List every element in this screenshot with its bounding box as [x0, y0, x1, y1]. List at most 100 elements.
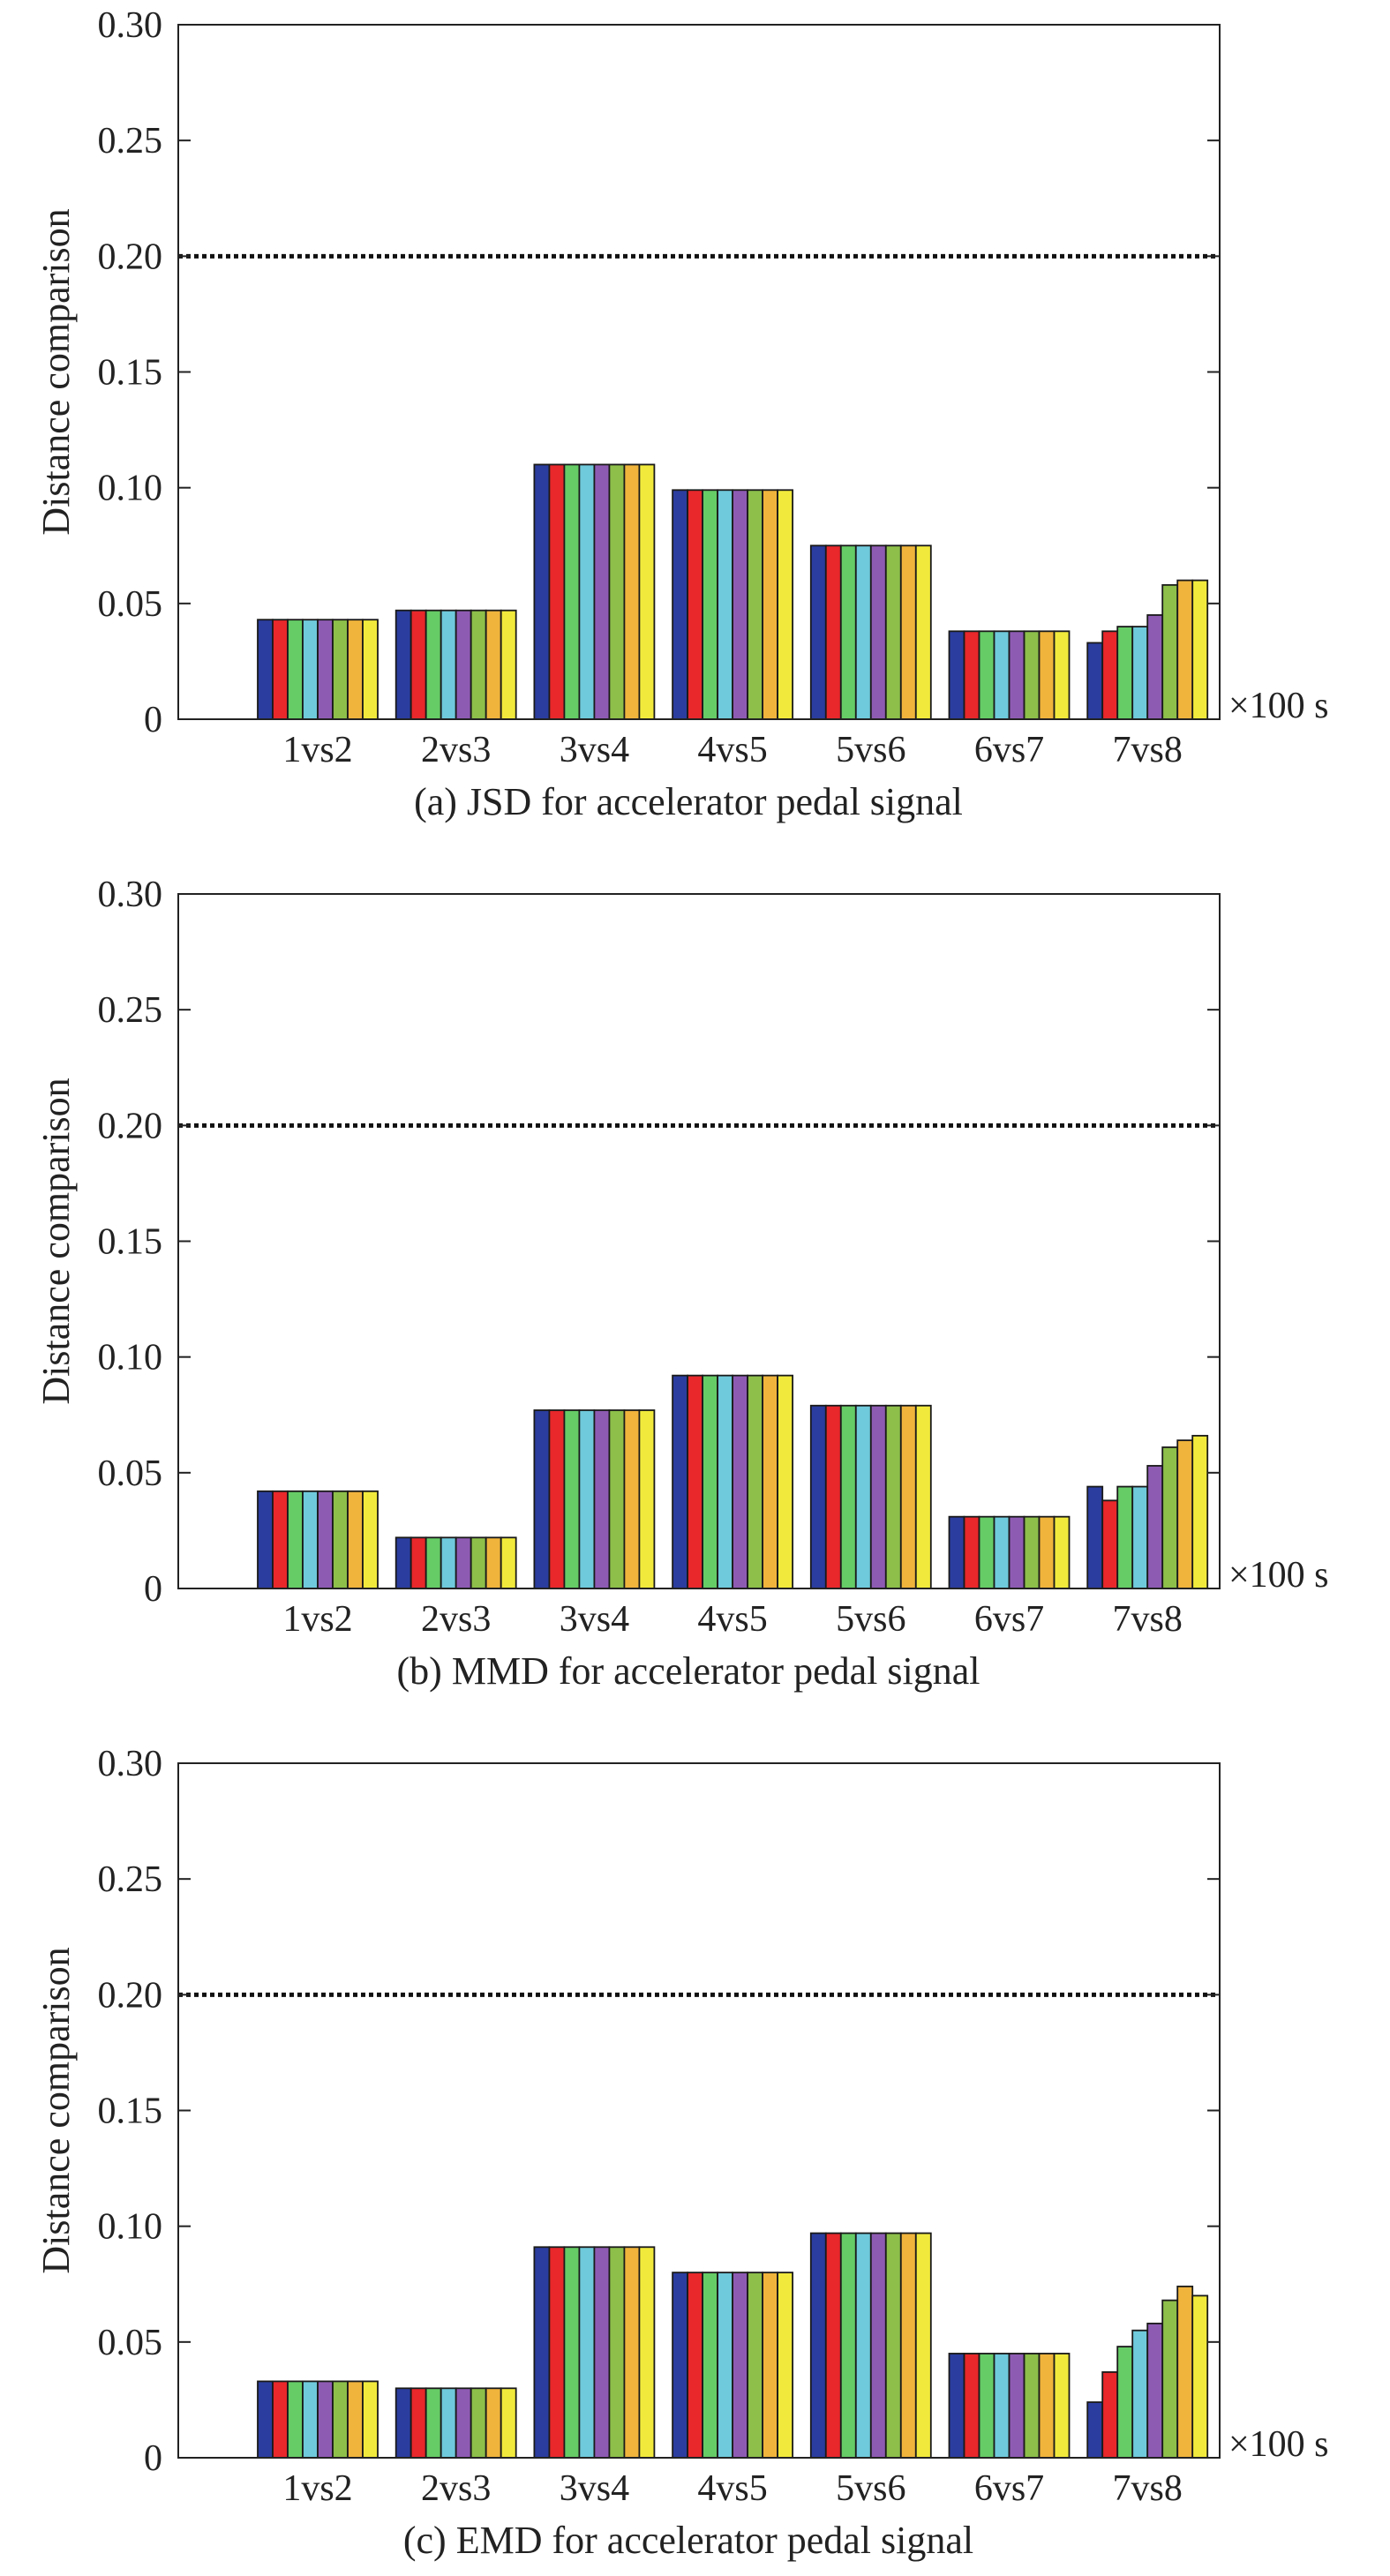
- x-tick-label: 7vs8: [1113, 1599, 1183, 1640]
- y-tick-labels-c: 0 0.05 0.10 0.15 0.20 0.25 0.30: [98, 1744, 163, 2479]
- bar-7vs8-s3: [1116, 1485, 1134, 1589]
- bar-3vs4-s4: [578, 1409, 596, 1589]
- bar-7vs8-s1: [1086, 642, 1104, 720]
- bar-5vs6-s8: [914, 1404, 932, 1589]
- bar-1vs2-s1: [257, 619, 274, 720]
- bar-4vs5-s3: [702, 2272, 718, 2459]
- x-tick-label: 7vs8: [1113, 730, 1183, 770]
- bar-5vs6-s3: [839, 544, 857, 720]
- bar-1vs2-s6: [332, 619, 349, 720]
- y-tick-label: 0.30: [98, 5, 163, 46]
- bar-2vs3-s8: [500, 2387, 517, 2459]
- x-tick-labels-b: 1vs2 2vs3 3vs4 4vs5 5vs6 6vs7 7vs8: [282, 1599, 1183, 1640]
- bar-6vs7-s1: [948, 1515, 965, 1589]
- bar-1vs2-s4: [302, 1490, 319, 1589]
- bar-7vs8-s8: [1191, 579, 1209, 720]
- bar-6vs7-s3: [978, 2353, 996, 2459]
- x-tick-label: 3vs4: [560, 730, 629, 770]
- x-tick-label: 7vs8: [1113, 2468, 1183, 2509]
- x-tick-label: 6vs7: [974, 1599, 1044, 1640]
- chart-a: 0 0.05 0.10 0.15 0.20 0.25 0.30 1vs2 2vs3 3vs4 4v…: [34, 5, 1329, 823]
- bar-4vs5-s8: [777, 2272, 793, 2459]
- bar-2vs3-s7: [485, 609, 502, 720]
- bar-1vs2-s1: [257, 2380, 274, 2459]
- x-tick-label: 5vs6: [836, 2468, 905, 2509]
- bar-1vs2-s5: [317, 1490, 334, 1589]
- bar-7vs8-s5: [1146, 1465, 1164, 1589]
- bar-6vs7-s2: [963, 2353, 981, 2459]
- bar-4vs5-s4: [717, 489, 733, 720]
- x-tick-label: 5vs6: [836, 1599, 905, 1640]
- bar-7vs8-s8: [1191, 2294, 1209, 2459]
- bar-3vs4-s7: [623, 2246, 641, 2459]
- chart-title-a: (a) JSD for accelerator pedal signal: [414, 780, 963, 823]
- bar-6vs7-s6: [1023, 2353, 1041, 2459]
- bar-1vs2-s5: [317, 2380, 334, 2459]
- bar-3vs4-s3: [563, 1409, 581, 1589]
- bar-7vs8-s4: [1131, 626, 1149, 720]
- bar-7vs8-s2: [1101, 1499, 1119, 1589]
- y-axis-label-a: Distance comparison: [34, 208, 78, 535]
- bar-5vs6-s3: [839, 1404, 857, 1589]
- x-tick-label: 2vs3: [421, 2468, 491, 2509]
- bar-1vs2-s8: [362, 1490, 379, 1589]
- x-tick-label: 6vs7: [974, 730, 1044, 770]
- y-tick-label: 0.30: [98, 1744, 163, 1784]
- y-tick-label: 0.25: [98, 121, 163, 161]
- bar-6vs7-s8: [1053, 1515, 1071, 1589]
- y-tick-label: 0.30: [98, 875, 163, 915]
- bar-7vs8-s7: [1176, 1439, 1194, 1589]
- bar-1vs2-s7: [347, 619, 364, 720]
- y-axis-ticks-b: [178, 893, 1220, 1589]
- x-tick-label: 1vs2: [282, 2468, 352, 2509]
- bar-5vs6-s4: [854, 544, 872, 720]
- y-tick-label: 0.20: [98, 237, 163, 277]
- bar-6vs7-s6: [1023, 1515, 1041, 1589]
- bar-4vs5-s2: [687, 489, 703, 720]
- y-axis-ticks-a: [178, 24, 1220, 720]
- bar-2vs3-s5: [455, 609, 472, 720]
- bar-5vs6-s2: [824, 544, 842, 720]
- bar-2vs3-s2: [409, 609, 427, 720]
- chart-b: 0 0.05 0.10 0.15 0.20 0.25 0.30 1vs2 2vs3 3vs4 4v…: [34, 875, 1329, 1693]
- x-tick-label: 3vs4: [560, 2468, 629, 2509]
- bars-c: [257, 2232, 1209, 2459]
- x-tick-labels-a: 1vs2 2vs3 3vs4 4vs5 5vs6 6vs7 7vs8: [282, 730, 1183, 770]
- bar-7vs8-s2: [1101, 630, 1119, 720]
- bar-7vs8-s7: [1176, 2285, 1194, 2459]
- bar-1vs2-s8: [362, 619, 379, 720]
- bar-1vs2-s7: [347, 2380, 364, 2459]
- bar-4vs5-s3: [702, 1374, 718, 1589]
- bar-5vs6-s4: [854, 2232, 872, 2459]
- y-tick-label: 0.15: [98, 1222, 163, 1263]
- bar-3vs4-s6: [608, 1409, 626, 1589]
- bar-4vs5-s8: [777, 1374, 793, 1589]
- bar-6vs7-s6: [1023, 630, 1041, 720]
- bar-4vs5-s1: [672, 2272, 688, 2459]
- bar-1vs2-s6: [332, 2380, 349, 2459]
- bar-1vs2-s3: [287, 619, 304, 720]
- bar-4vs5-s6: [747, 2272, 763, 2459]
- bar-4vs5-s1: [672, 1374, 688, 1589]
- bar-4vs5-s2: [687, 1374, 703, 1589]
- bar-7vs8-s5: [1146, 614, 1164, 720]
- bar-6vs7-s4: [993, 1515, 1011, 1589]
- bar-6vs7-s7: [1038, 1515, 1056, 1589]
- bar-3vs4-s1: [533, 463, 551, 720]
- x-tick-label: 3vs4: [560, 1599, 629, 1640]
- bar-6vs7-s4: [993, 2353, 1011, 2459]
- bar-6vs7-s3: [978, 630, 996, 720]
- bar-6vs7-s7: [1038, 2353, 1056, 2459]
- bar-7vs8-s6: [1161, 1446, 1179, 1589]
- y-axis-label-c: Distance comparison: [34, 1947, 78, 2273]
- bar-3vs4-s5: [593, 2246, 611, 2459]
- x-tick-label: 4vs5: [697, 1599, 767, 1640]
- bar-1vs2-s8: [362, 2380, 379, 2459]
- bar-3vs4-s4: [578, 463, 596, 720]
- bar-7vs8-s3: [1116, 626, 1134, 720]
- bar-6vs7-s4: [993, 630, 1011, 720]
- bar-5vs6-s5: [869, 1404, 887, 1589]
- bar-2vs3-s6: [470, 609, 487, 720]
- bar-5vs6-s8: [914, 544, 932, 720]
